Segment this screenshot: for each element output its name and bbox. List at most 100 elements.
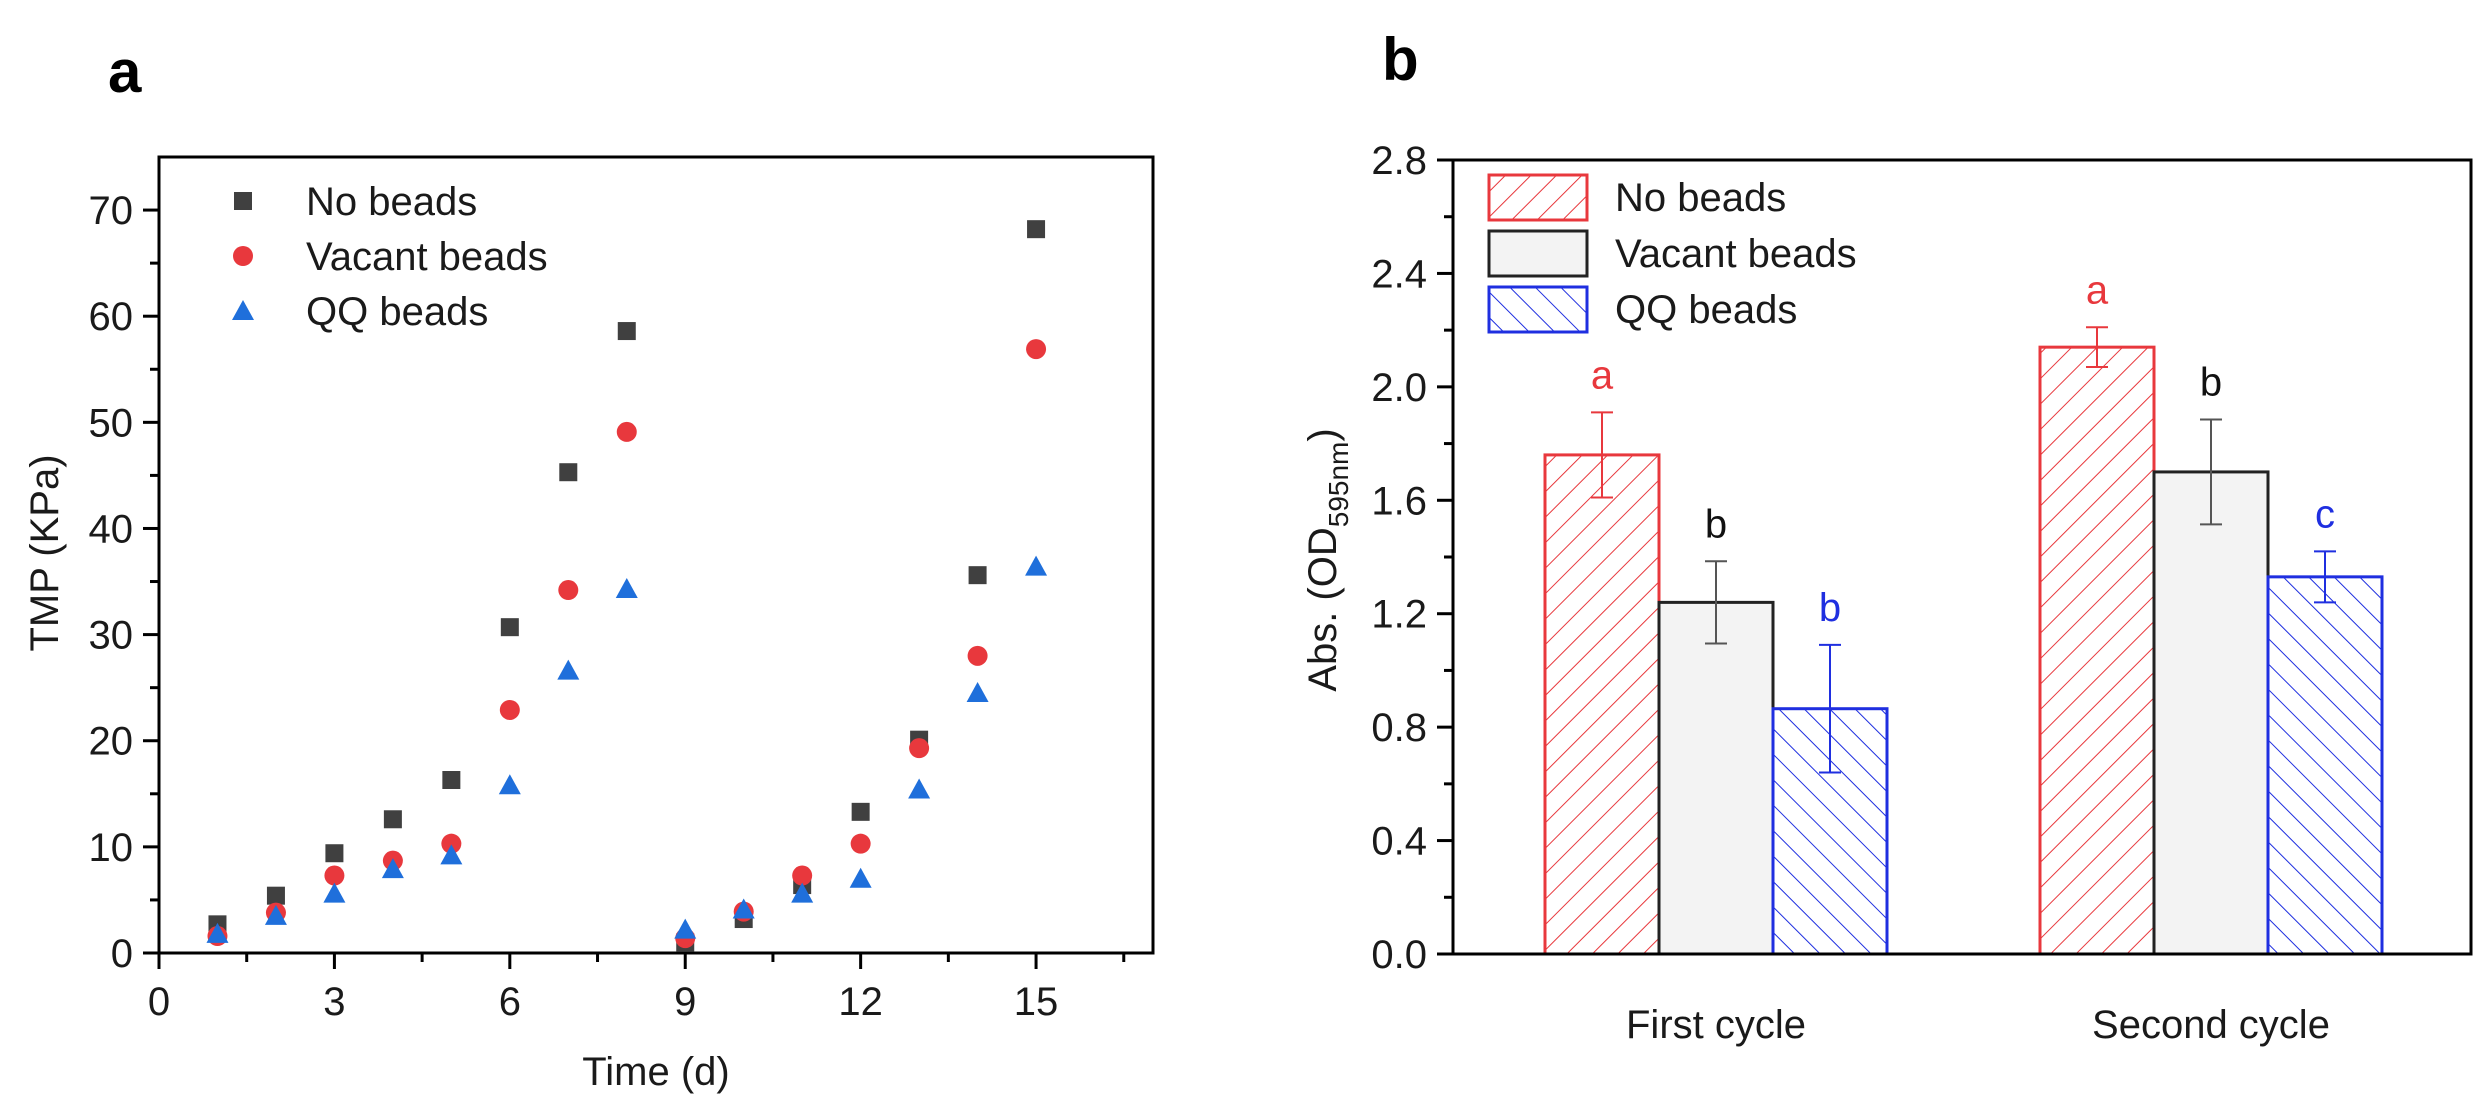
panel-a-legend-marker-no-beads (234, 192, 252, 210)
panel-b-significance-label: a (1591, 353, 1614, 397)
panel-a-point-no-beads (617, 322, 636, 341)
panel-b-significance-label: b (2200, 360, 2222, 404)
panel-a-point-no-beads (383, 810, 402, 829)
panel-a-y-tick-label: 40 (89, 507, 134, 551)
panel-a-axes: 0 3 6 9 12 15 0 10 20 30 40 50 60 70 (89, 155, 1155, 1024)
panel-b-bar-qq-beads (2266, 575, 2384, 956)
panel-b-significance-label: c (2315, 492, 2335, 536)
panel-b-legend-swatch-no-beads (1487, 173, 1589, 222)
panel-a-point-qq-beads (849, 867, 872, 888)
panel-a-point-qq-beads (498, 774, 521, 795)
panel-a-legend-label-no-beads: No beads (306, 180, 477, 224)
panel-a-point-qq-beads (440, 844, 463, 865)
panel-a-point-vacant-beads (616, 421, 637, 442)
panel-a-x-axis-title: Time (d) (582, 1050, 729, 1094)
panel-b-significance-label: b (1819, 586, 1841, 630)
panel-b-legend-label-qq-beads: QQ beads (1615, 288, 1797, 332)
panel-b-y-axis-title: Abs. (OD595nm) (1301, 428, 1354, 691)
panel-a-frame (157, 155, 1155, 955)
panel-a-y-tick-label: 10 (89, 826, 134, 870)
panel-a-y-tick-label: 60 (89, 295, 134, 339)
panel-b-y-tick-label: 2.8 (1371, 139, 1427, 183)
panel-a-y-tick-label: 70 (89, 189, 134, 233)
panel-a-points (206, 220, 1048, 952)
panel-a-point-vacant-beads (324, 865, 345, 886)
panel-b-category-label: First cycle (1626, 1003, 1806, 1047)
panel-a-point-vacant-beads (1026, 339, 1047, 360)
panel-b-y-axis-title-subscript: 595nm (1323, 442, 1354, 528)
panel-a-point-vacant-beads (850, 833, 871, 854)
panel-a-point-no-beads (442, 771, 461, 790)
panel-a-point-vacant-beads (909, 738, 930, 759)
panel-a-point-no-beads (325, 844, 344, 863)
panel-a-point-qq-beads (206, 922, 229, 943)
panel-b-y-tick-label: 0.8 (1371, 706, 1427, 750)
panel-a-point-vacant-beads (499, 699, 520, 720)
panel-a-point-no-beads (559, 463, 578, 482)
panel-a-legend-marker-qq-beads (232, 300, 254, 320)
panel-a-point-vacant-beads (558, 580, 579, 601)
panel-b-legend-label-no-beads: No beads (1615, 176, 1786, 220)
panel-a-point-qq-beads (323, 882, 346, 903)
panel-a-point-no-beads (851, 802, 870, 821)
panel-b-bar-vacant-beads (2152, 470, 2270, 956)
panel-b-y-axis-title-end: ) (1301, 428, 1345, 441)
panel-a-point-vacant-beads (792, 865, 813, 886)
panel-a-x-tick-label: 6 (499, 980, 521, 1024)
panel-a-point-qq-beads (557, 659, 580, 680)
panel-b-category-label: Second cycle (2092, 1003, 2330, 1047)
panel-b-legend: No beads Vacant beads QQ beads (1487, 173, 1857, 334)
panel-a-point-no-beads (968, 566, 987, 585)
panel-a-point-vacant-beads (441, 833, 462, 854)
panel-b-y-tick-label: 1.6 (1371, 479, 1427, 523)
panel-a-x-tick-label: 15 (1014, 980, 1059, 1024)
panel-a-legend-label-vacant-beads: Vacant beads (306, 235, 548, 279)
panel-a-y-tick-label: 0 (111, 932, 133, 976)
panel-a-point-qq-beads (1025, 555, 1048, 576)
panel-a-legend: No beads Vacant beads QQ beads (232, 180, 548, 334)
panel-a-x-tick-label: 3 (323, 980, 345, 1024)
panel-a-point-qq-beads (381, 858, 404, 879)
panel-b-significance-label: a (2086, 268, 2109, 312)
panel-a-point-qq-beads (966, 681, 989, 702)
panel-a: a 0 3 6 9 12 15 0 10 20 30 40 50 60 70 No beads Vacant… (23, 38, 1155, 1094)
panel-a-y-tick-label: 50 (89, 401, 134, 445)
panel-a-point-qq-beads (674, 918, 697, 939)
panel-b-legend-swatch-qq-beads (1487, 285, 1589, 334)
panel-b-bars: a b b a b c (1543, 268, 2384, 956)
panel-a-point-qq-beads (264, 904, 287, 925)
panel-b-bar-no-beads (2038, 345, 2156, 956)
panel-a-y-tick-label: 20 (89, 720, 134, 764)
panel-a-label: a (108, 38, 142, 105)
panel-a-legend-label-qq-beads: QQ beads (306, 290, 488, 334)
panel-b-label: b (1382, 26, 1419, 93)
panel-b-axes: 0.0 0.4 0.8 1.2 1.6 2.0 2.4 2.8 First cycle Secon… (1371, 139, 2473, 1047)
panel-b-significance-label: b (1705, 502, 1727, 546)
panel-b-bar-no-beads (1543, 453, 1661, 956)
panel-a-x-tick-label: 0 (148, 980, 170, 1024)
panel-a-point-qq-beads (615, 577, 638, 598)
panel-a-point-qq-beads (908, 778, 931, 799)
panel-a-point-no-beads (500, 618, 519, 637)
panel-b-y-axis-title-main: Abs. (OD (1301, 527, 1345, 691)
panel-b-y-tick-label: 2.4 (1371, 252, 1427, 296)
panel-b-y-tick-label: 1.2 (1371, 593, 1427, 637)
panel-a-x-tick-label: 9 (674, 980, 696, 1024)
panel-b: b a b b a b c 0.0 0.4 0.8 1.2 1.6 2.0 2.4 2.8 First c… (1301, 26, 2473, 1047)
panel-a-point-no-beads (266, 886, 285, 905)
panel-b-legend-swatch-vacant-beads (1487, 229, 1589, 278)
panel-a-legend-marker-vacant-beads (233, 246, 253, 266)
panel-b-y-tick-label: 0.0 (1371, 933, 1427, 977)
panel-a-point-vacant-beads (967, 645, 988, 666)
panel-b-bar-vacant-beads (1657, 600, 1775, 956)
panel-a-point-no-beads (1027, 220, 1046, 239)
panel-b-y-tick-label: 2.0 (1371, 366, 1427, 410)
panel-a-y-axis-title: TMP (KPa) (23, 454, 67, 651)
panel-a-point-qq-beads (791, 882, 814, 903)
panel-a-x-tick-label: 12 (838, 980, 883, 1024)
panel-b-y-tick-label: 0.4 (1371, 820, 1427, 864)
panel-a-y-tick-label: 30 (89, 614, 134, 658)
panel-b-legend-label-vacant-beads: Vacant beads (1615, 232, 1857, 276)
panel-a-point-qq-beads (732, 898, 755, 919)
